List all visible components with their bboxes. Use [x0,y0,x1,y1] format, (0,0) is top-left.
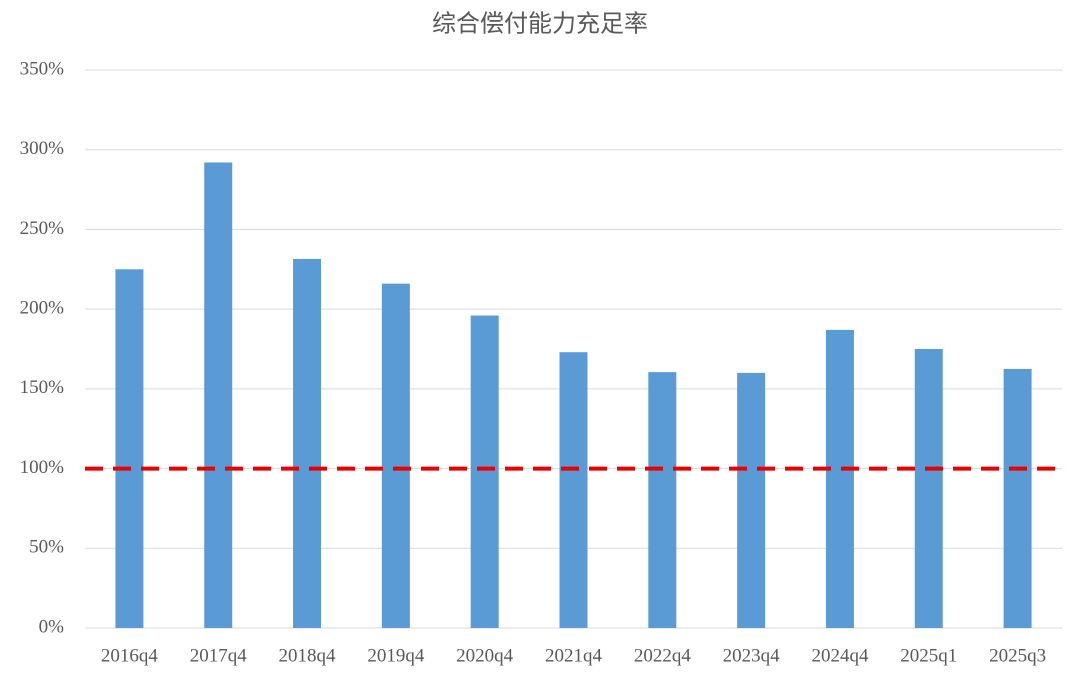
y-tick-label: 100% [20,457,65,478]
bar [115,269,144,628]
bar [648,372,677,628]
y-tick-label: 50% [29,537,64,558]
x-tick-label: 2016q4 [101,645,159,666]
x-tick-label: 2024q4 [811,645,869,666]
bar [914,349,943,628]
bar [737,372,766,628]
y-tick-label: 350% [20,58,65,79]
x-tick-label: 2025q3 [989,645,1046,666]
bar [825,329,854,628]
bar [293,258,322,628]
y-tick-label: 200% [20,298,65,319]
x-tick-label: 2023q4 [723,645,781,666]
bar [1003,368,1032,628]
bar [470,315,499,628]
bar [381,283,410,628]
bar [204,162,233,628]
bar [559,352,588,628]
y-tick-label: 0% [39,616,65,637]
x-tick-label: 2019q4 [367,645,425,666]
x-tick-label: 2017q4 [190,645,248,666]
y-tick-label: 250% [20,218,65,239]
y-tick-label: 300% [20,138,65,159]
y-tick-label: 150% [20,377,65,398]
chart-title: 综合偿付能力充足率 [432,11,648,38]
x-tick-label: 2018q4 [279,645,337,666]
x-tick-label: 2021q4 [545,645,603,666]
x-tick-label: 2022q4 [634,645,692,666]
x-tick-label: 2025q1 [900,645,957,666]
x-tick-label: 2020q4 [456,645,514,666]
